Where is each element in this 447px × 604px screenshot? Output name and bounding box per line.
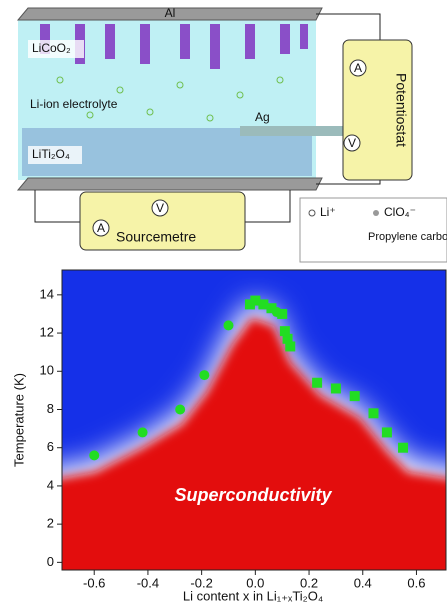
label: Sourcemetre bbox=[116, 229, 196, 245]
label: A bbox=[354, 61, 362, 75]
label: Al bbox=[165, 6, 176, 20]
x-tick-label: 0.6 bbox=[407, 575, 425, 590]
point bbox=[382, 427, 392, 437]
legend-label: ClO₄⁻ bbox=[384, 205, 416, 219]
label: LiCoO₂ bbox=[32, 41, 71, 55]
x-tick-label: -0.4 bbox=[137, 575, 159, 590]
y-tick-label: 0 bbox=[47, 554, 54, 569]
point bbox=[285, 341, 295, 351]
bottom-plate bbox=[18, 178, 322, 190]
point bbox=[350, 391, 360, 401]
label: Ag bbox=[255, 110, 270, 124]
label: Potentiostat bbox=[393, 73, 409, 147]
point bbox=[199, 370, 209, 380]
y-tick-label: 6 bbox=[47, 439, 54, 454]
point bbox=[398, 443, 408, 453]
x-tick-label: 0.2 bbox=[300, 575, 318, 590]
label: A bbox=[97, 221, 105, 235]
x-tick-label: -0.6 bbox=[83, 575, 105, 590]
y-tick-label: 12 bbox=[40, 324, 54, 339]
legend-label: Propylene carbonate bbox=[368, 231, 447, 243]
annotation: Superconductivity bbox=[174, 485, 332, 505]
legend-label: Li⁺ bbox=[320, 205, 336, 219]
point bbox=[175, 404, 185, 414]
label: V bbox=[348, 136, 356, 150]
x-axis-label: Li content x in Li₁₊ₓTi₂O₄ bbox=[183, 588, 323, 603]
point bbox=[89, 450, 99, 460]
x-tick-label: 0.4 bbox=[354, 575, 372, 590]
figure: Al LiCoO₂ Li-ion electrolyte Ag LiTi₂O₄ … bbox=[0, 0, 447, 604]
point bbox=[331, 383, 341, 393]
point bbox=[266, 303, 276, 313]
point bbox=[368, 408, 378, 418]
point bbox=[277, 309, 287, 319]
y-tick-label: 4 bbox=[47, 477, 54, 492]
label: LiTi₂O₄ bbox=[32, 147, 70, 161]
y-tick-label: 14 bbox=[40, 286, 54, 301]
point bbox=[312, 378, 322, 388]
y-tick-label: 10 bbox=[40, 363, 54, 378]
y-tick-label: 2 bbox=[47, 516, 54, 531]
label: V bbox=[156, 201, 164, 215]
label: Li-ion electrolyte bbox=[30, 97, 118, 111]
point bbox=[138, 427, 148, 437]
x-tick-label: -0.2 bbox=[190, 575, 212, 590]
x-tick-label: 0.0 bbox=[246, 575, 264, 590]
point bbox=[223, 320, 233, 330]
y-tick-label: 8 bbox=[47, 401, 54, 416]
ag-wire bbox=[240, 126, 350, 136]
schematic: Al LiCoO₂ Li-ion electrolyte Ag LiTi₂O₄ … bbox=[18, 6, 447, 262]
y-axis-label: Temperature (K) bbox=[11, 373, 26, 467]
